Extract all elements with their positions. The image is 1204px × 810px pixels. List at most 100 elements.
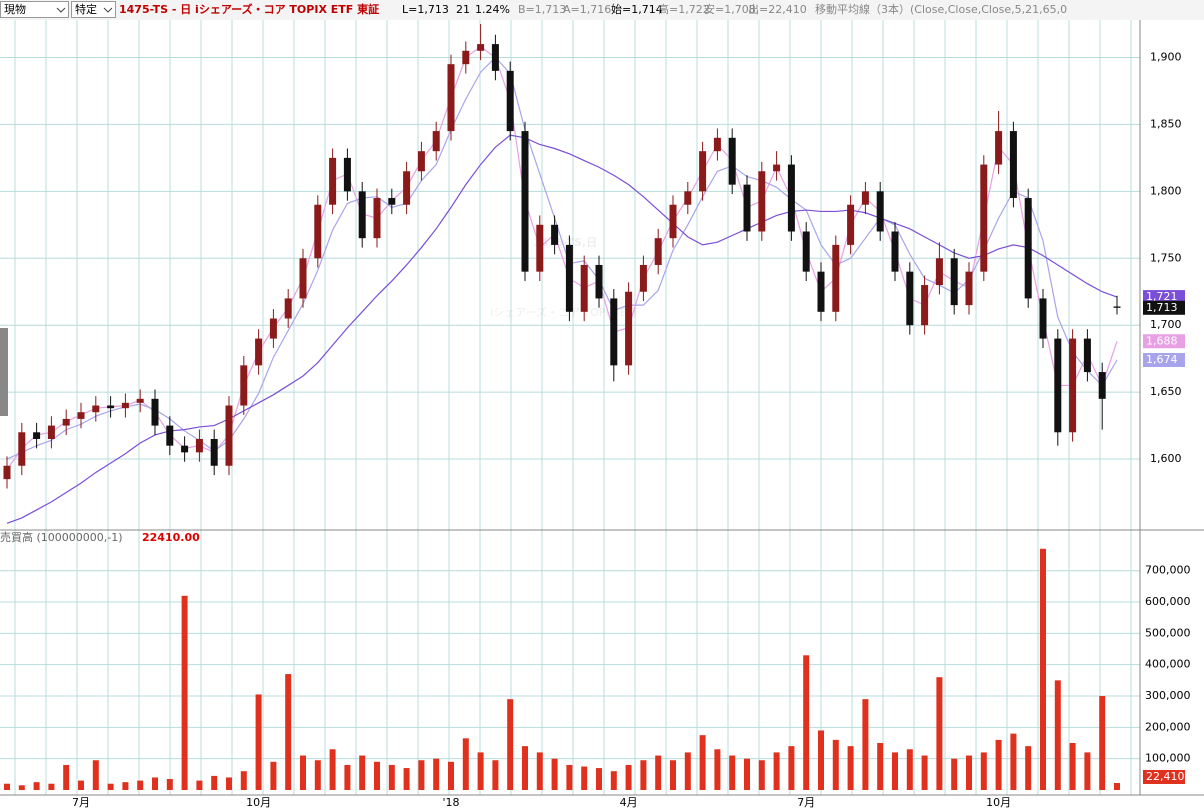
volume-bar <box>699 735 706 790</box>
volume-bar <box>78 780 84 790</box>
volume-bar <box>107 783 114 790</box>
volume-bar <box>137 780 144 790</box>
candle-body <box>195 438 203 453</box>
candle-body <box>935 258 943 286</box>
volume-bar <box>951 758 958 790</box>
x-tick-label: 7月 <box>797 796 815 809</box>
volume-bar <box>980 752 987 790</box>
moving-average <box>6 134 1118 524</box>
volume-bar <box>729 755 736 790</box>
ma-last-label: 1,688 <box>1146 334 1178 347</box>
x-tick-label: 10月 <box>246 796 271 809</box>
volume-bar <box>18 785 25 790</box>
candle-body <box>1009 131 1017 199</box>
dropdown-arrow <box>103 7 113 13</box>
candle-body <box>33 432 41 439</box>
candle-body <box>832 244 840 312</box>
volume-bar <box>596 768 602 790</box>
volume-bar <box>1084 752 1091 790</box>
volume-bar <box>832 739 839 790</box>
volume-bar <box>1069 743 1076 790</box>
candle-body <box>580 264 588 312</box>
volume-bar <box>48 783 55 790</box>
volume-last-label-box <box>1143 769 1185 784</box>
volume-bar <box>152 777 158 790</box>
ma-last-label: 1,721 <box>1146 290 1178 303</box>
candle-body <box>891 231 899 272</box>
last: L=1,713 <box>402 3 449 16</box>
candle-body <box>62 418 70 426</box>
ma-last-label: 1,674 <box>1146 353 1178 366</box>
candle-body <box>906 271 914 326</box>
candle-body <box>1039 298 1047 339</box>
volume-bar <box>226 777 232 790</box>
volume-bar <box>610 771 617 790</box>
ask: A=1,716 <box>563 3 611 16</box>
volume-bar <box>1114 782 1120 790</box>
candle-body <box>980 164 988 272</box>
candle-body <box>876 191 884 232</box>
candle-body <box>995 131 1003 165</box>
volume-bar <box>285 674 292 790</box>
candle-body <box>1098 372 1106 399</box>
volume-bar <box>566 764 573 790</box>
volume-last-label: 22,410 <box>1146 770 1185 783</box>
candle-body <box>758 171 766 232</box>
candle-body <box>669 204 677 239</box>
tax-select[interactable] <box>71 1 116 18</box>
volume-bar <box>921 755 928 790</box>
candle-body <box>921 285 929 326</box>
candle-body <box>151 398 159 426</box>
volume-bar <box>462 738 469 790</box>
ma-last-label-box <box>1143 290 1185 305</box>
close-last-label: 1,713 <box>1146 301 1178 314</box>
volume-bar <box>92 760 99 790</box>
candle-body <box>965 271 973 306</box>
toolbar <box>0 0 1204 20</box>
candle-body <box>225 405 233 466</box>
volume-bar <box>1025 746 1032 790</box>
volume-bar <box>314 760 321 790</box>
candle-body <box>403 171 411 205</box>
volume-bar <box>640 760 647 790</box>
high: 高=1,722 <box>658 2 710 16</box>
volume-bar <box>329 749 336 790</box>
volume-bar <box>892 752 898 790</box>
y-tick-label: 600,000 <box>1145 595 1191 608</box>
candle-body <box>107 405 115 409</box>
volume-bar <box>388 764 395 790</box>
volume-bar <box>877 743 884 790</box>
candle-body <box>684 191 692 205</box>
moving-average <box>6 46 1118 471</box>
volume-bar <box>300 755 306 790</box>
close-last-label-box <box>1143 300 1185 315</box>
volume-bar <box>522 746 528 790</box>
volume-bar <box>211 775 218 790</box>
volume-bar <box>63 764 70 790</box>
volume-bar <box>122 782 129 790</box>
volume-bar <box>196 780 203 790</box>
candle-body <box>699 151 707 192</box>
bid: B=1,713 <box>518 3 566 16</box>
candle-body <box>743 184 751 232</box>
candle-body <box>462 50 470 65</box>
volume-bar <box>433 758 440 790</box>
volume-bar <box>1054 680 1061 790</box>
candle-body <box>565 244 573 312</box>
side-tab[interactable] <box>0 328 8 416</box>
candle-body <box>181 445 189 453</box>
candle-body <box>299 258 307 299</box>
y-tick-label: 500,000 <box>1145 626 1191 639</box>
candle-body <box>477 44 485 51</box>
volume-bar <box>788 746 795 790</box>
candle-body <box>210 438 218 466</box>
candle-body <box>773 164 781 172</box>
volume-bar <box>684 752 691 790</box>
y-tick-label: 1,900 <box>1150 50 1182 63</box>
x-tick-label: 4月 <box>620 796 638 809</box>
y-tick-label: 1,850 <box>1150 117 1182 130</box>
account-select[interactable] <box>0 1 69 18</box>
candle-body <box>77 412 85 419</box>
y-tick-label: 1,650 <box>1150 385 1182 398</box>
candle-body <box>284 298 292 319</box>
